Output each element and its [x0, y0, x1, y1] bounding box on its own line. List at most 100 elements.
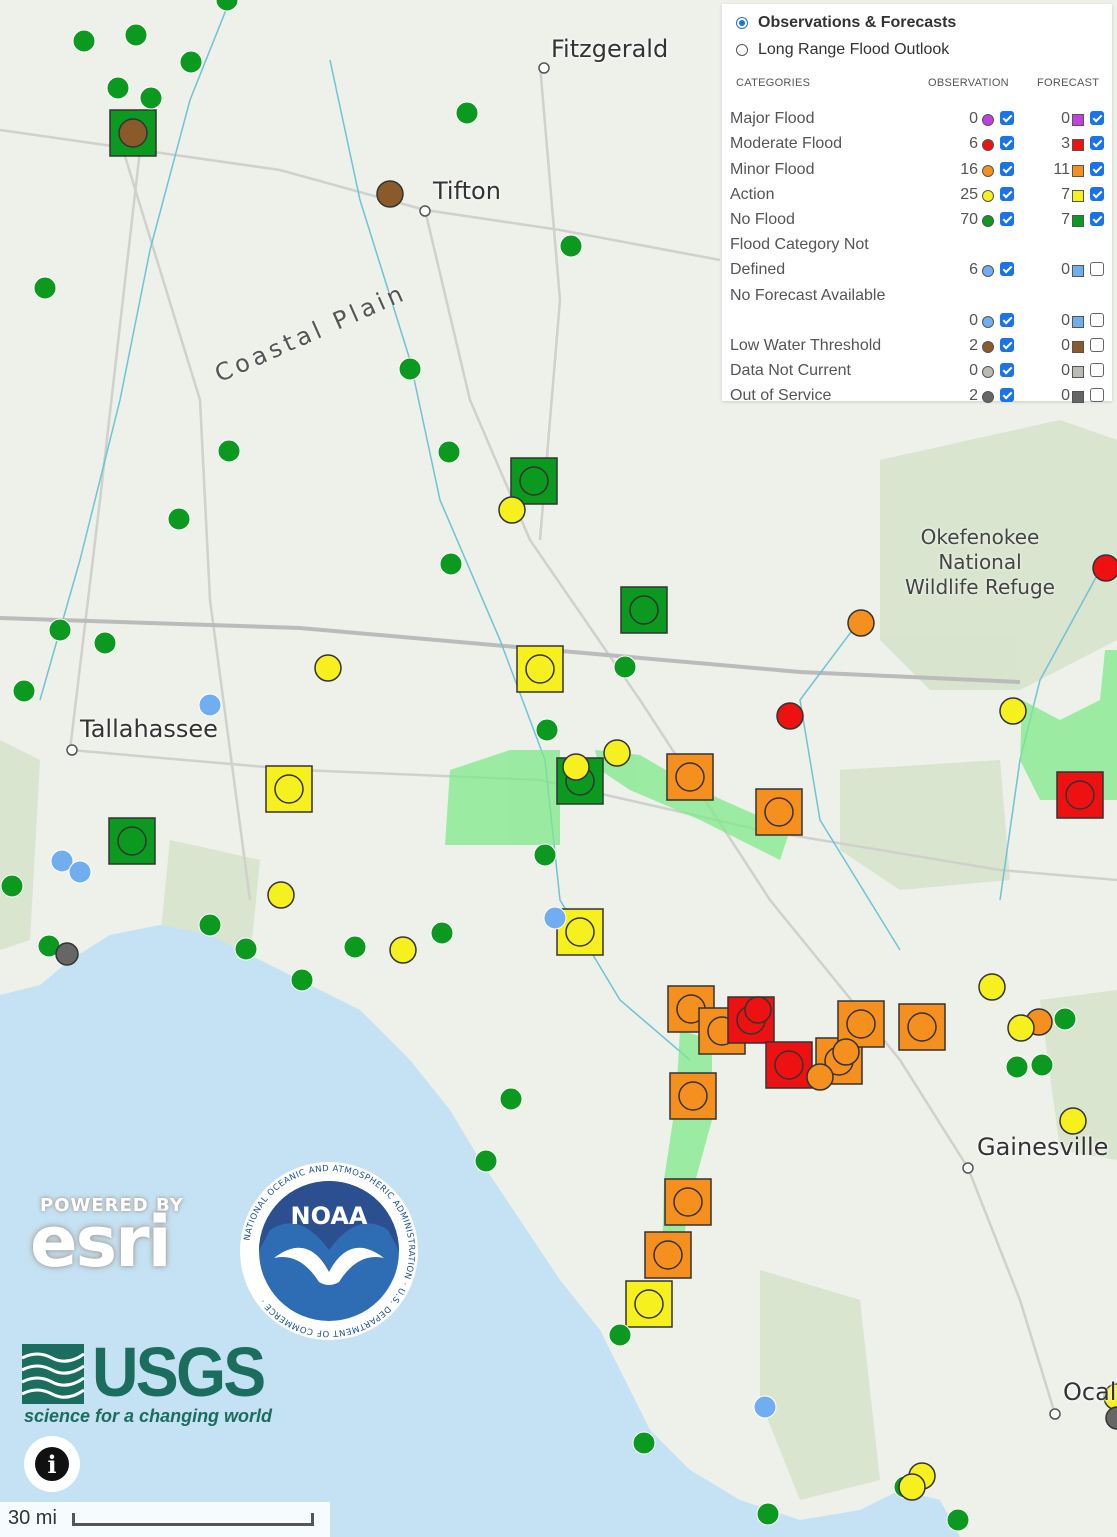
forecast-checkbox[interactable]: [1090, 338, 1104, 352]
observation-gauge-marker[interactable]: [832, 1038, 860, 1066]
observation-gauge-marker[interactable]: [562, 753, 590, 781]
observation-gauge-marker[interactable]: [139, 86, 163, 110]
observation-gauge-marker[interactable]: [398, 357, 422, 381]
forecast-checkbox[interactable]: [1090, 262, 1104, 276]
observation-gauge-marker[interactable]: [124, 23, 148, 47]
forecast-checkbox[interactable]: [1090, 162, 1104, 176]
observation-gauge-marker[interactable]: [675, 762, 705, 792]
observation-gauge-marker[interactable]: [744, 996, 772, 1024]
observation-gauge-marker[interactable]: [437, 440, 461, 464]
observation-gauge-marker[interactable]: [290, 968, 314, 992]
observation-gauge-marker[interactable]: [499, 1087, 523, 1111]
observation-gauge-marker[interactable]: [634, 1289, 664, 1319]
observation-gauge-marker[interactable]: [48, 618, 72, 642]
observation-gauge-marker[interactable]: [1030, 1053, 1054, 1077]
observation-checkbox[interactable]: [1000, 212, 1014, 226]
observation-gauge-marker[interactable]: [543, 906, 567, 930]
observation-gauge-marker[interactable]: [898, 1473, 926, 1501]
observation-gauge-marker[interactable]: [455, 101, 479, 125]
observation-gauge-marker[interactable]: [198, 693, 222, 717]
observation-gauge-marker[interactable]: [756, 1502, 780, 1526]
observation-gauge-marker[interactable]: [978, 973, 1006, 1001]
observation-gauge-marker[interactable]: [343, 935, 367, 959]
forecast-checkbox[interactable]: [1090, 313, 1104, 327]
observation-gauge-marker[interactable]: [613, 655, 637, 679]
observation-gauge-marker[interactable]: [376, 180, 404, 208]
observation-gauge-marker[interactable]: [179, 50, 203, 74]
observation-gauge-marker[interactable]: [72, 29, 96, 53]
observation-gauge-marker[interactable]: [55, 942, 79, 966]
observation-gauge-marker[interactable]: [117, 826, 147, 856]
mode-option-observations[interactable]: Observations & Forecasts: [736, 14, 956, 32]
observation-gauge-marker[interactable]: [565, 917, 595, 947]
observation-gauge-marker[interactable]: [559, 234, 583, 258]
observation-gauge-marker[interactable]: [603, 739, 631, 767]
observation-gauge-marker[interactable]: [118, 118, 148, 148]
observation-gauge-marker[interactable]: [608, 1323, 632, 1347]
observation-gauge-marker[interactable]: [498, 496, 526, 524]
observation-gauge-marker[interactable]: [535, 718, 559, 742]
observation-gauge-marker[interactable]: [774, 1050, 804, 1080]
observation-gauge-marker[interactable]: [806, 1063, 834, 1091]
observation-gauge-marker[interactable]: [12, 679, 36, 703]
radio-button[interactable]: [736, 17, 748, 29]
observation-gauge-marker[interactable]: [1059, 1107, 1087, 1135]
forecast-checkbox[interactable]: [1090, 111, 1104, 125]
observation-gauge-marker[interactable]: [946, 1508, 970, 1532]
observation-gauge-marker[interactable]: [533, 843, 557, 867]
observation-gauge-marker[interactable]: [846, 1009, 876, 1039]
observation-gauge-marker[interactable]: [430, 921, 454, 945]
observation-checkbox[interactable]: [1000, 187, 1014, 201]
observation-gauge-marker[interactable]: [106, 76, 130, 100]
observation-gauge-marker[interactable]: [1092, 554, 1117, 582]
observation-gauge-marker[interactable]: [0, 874, 24, 898]
observation-checkbox[interactable]: [1000, 111, 1014, 125]
observation-gauge-marker[interactable]: [474, 1149, 498, 1173]
observation-gauge-marker[interactable]: [50, 849, 74, 873]
observation-checkbox[interactable]: [1000, 388, 1014, 402]
observation-gauge-marker[interactable]: [234, 937, 258, 961]
observation-gauge-marker[interactable]: [519, 466, 549, 496]
observation-gauge-marker[interactable]: [1065, 780, 1095, 810]
observation-gauge-marker[interactable]: [776, 702, 804, 730]
observation-gauge-marker[interactable]: [999, 697, 1027, 725]
observation-checkbox[interactable]: [1000, 313, 1014, 327]
observation-gauge-marker[interactable]: [678, 1081, 708, 1111]
observation-gauge-marker[interactable]: [198, 913, 222, 937]
forecast-gauge-marker[interactable]: [898, 1003, 946, 1051]
radio-button[interactable]: [736, 44, 748, 56]
observation-gauge-marker[interactable]: [629, 595, 659, 625]
observation-gauge-marker[interactable]: [68, 860, 92, 884]
observation-gauge-marker[interactable]: [653, 1240, 683, 1270]
mode-option-long-range[interactable]: Long Range Flood Outlook: [736, 41, 949, 59]
observation-gauge-marker[interactable]: [632, 1431, 656, 1455]
observation-checkbox[interactable]: [1000, 136, 1014, 150]
observation-gauge-marker[interactable]: [525, 654, 555, 684]
observation-gauge-marker[interactable]: [1053, 1007, 1077, 1031]
forecast-checkbox[interactable]: [1090, 136, 1104, 150]
forecast-checkbox[interactable]: [1090, 212, 1104, 226]
observation-gauge-marker[interactable]: [439, 552, 463, 576]
observation-gauge-marker[interactable]: [1007, 1014, 1035, 1042]
observation-gauge-marker[interactable]: [167, 507, 191, 531]
observation-checkbox[interactable]: [1000, 338, 1014, 352]
observation-gauge-marker[interactable]: [389, 936, 417, 964]
observation-gauge-marker[interactable]: [673, 1187, 703, 1217]
observation-checkbox[interactable]: [1000, 262, 1014, 276]
observation-gauge-marker[interactable]: [907, 1012, 937, 1042]
observation-gauge-marker[interactable]: [314, 654, 342, 682]
observation-gauge-marker[interactable]: [753, 1395, 777, 1419]
observation-checkbox[interactable]: [1000, 162, 1014, 176]
observation-gauge-marker[interactable]: [267, 881, 295, 909]
observation-gauge-marker[interactable]: [217, 439, 241, 463]
observation-gauge-marker[interactable]: [764, 797, 794, 827]
forecast-checkbox[interactable]: [1090, 388, 1104, 402]
observation-gauge-marker[interactable]: [93, 631, 117, 655]
observation-gauge-marker[interactable]: [274, 774, 304, 804]
info-button[interactable]: i: [24, 1436, 80, 1492]
observation-gauge-marker[interactable]: [1005, 1055, 1029, 1079]
observation-gauge-marker[interactable]: [1105, 1406, 1117, 1430]
observation-gauge-marker[interactable]: [215, 0, 239, 12]
observation-checkbox[interactable]: [1000, 363, 1014, 377]
forecast-checkbox[interactable]: [1090, 363, 1104, 377]
